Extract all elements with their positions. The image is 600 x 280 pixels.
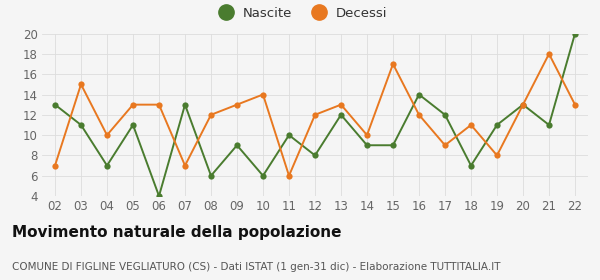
Text: Movimento naturale della popolazione: Movimento naturale della popolazione [12, 225, 341, 241]
Legend: Nascite, Decessi: Nascite, Decessi [212, 7, 388, 20]
Text: COMUNE DI FIGLINE VEGLIATURO (CS) - Dati ISTAT (1 gen-31 dic) - Elaborazione TUT: COMUNE DI FIGLINE VEGLIATURO (CS) - Dati… [12, 262, 500, 272]
